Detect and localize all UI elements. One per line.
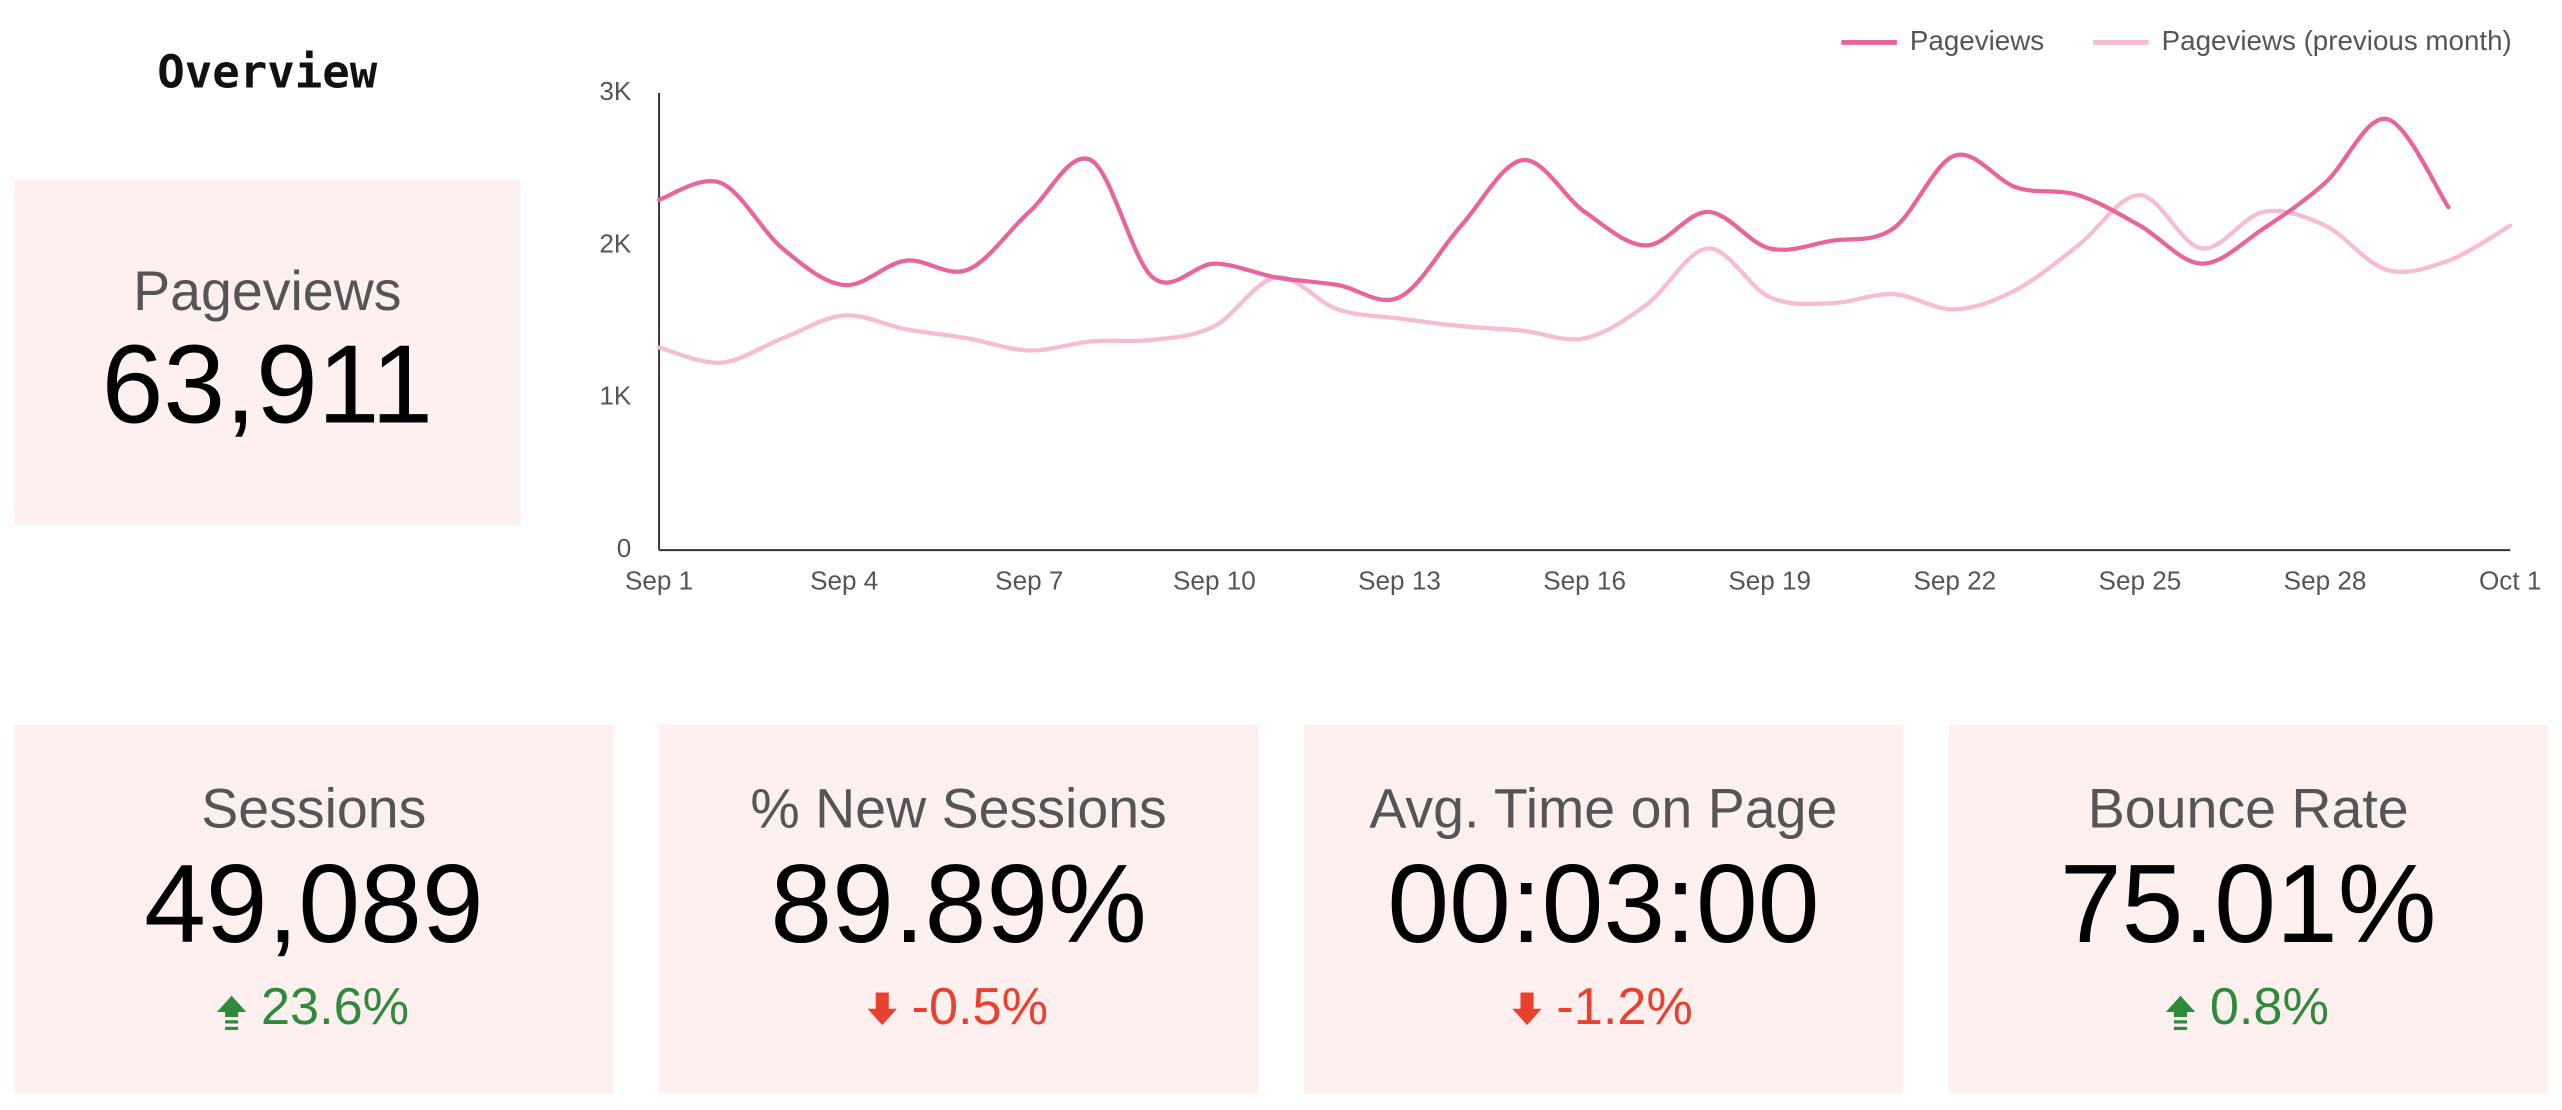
scorecard-label: Pageviews (133, 260, 401, 322)
x-tick-label: Sep 7 (995, 566, 1063, 596)
x-tick-label: Sep 28 (2284, 566, 2367, 596)
x-tick-label: Oct 1 (2479, 566, 2541, 596)
x-tick-label: Sep 22 (1913, 566, 1996, 596)
scorecard-box (659, 724, 1259, 1094)
scorecard-box (1303, 724, 1903, 1094)
y-tick-label: 3K (599, 76, 632, 106)
scorecard-value: 75.01% (2060, 842, 2436, 966)
arrow-up-icon (2165, 995, 2196, 1031)
scorecard-value: 49,089 (144, 842, 484, 966)
x-tick-label: Sep 1 (625, 566, 693, 596)
scorecard-box (1948, 724, 2548, 1094)
scorecard-value: 63,911 (102, 323, 433, 447)
scorecard-value: 00:03:00 (1387, 842, 1819, 966)
x-tick-label: Sep 19 (1728, 566, 1811, 596)
y-tick-label: 0 (617, 533, 632, 563)
scorecard-value: 89.89% (770, 842, 1146, 966)
scorecard-label: Avg. Time on Page (1369, 778, 1837, 840)
y-tick-label: 2K (599, 228, 632, 258)
x-tick-label: Sep 10 (1173, 566, 1256, 596)
scorecard-label: Sessions (201, 778, 426, 840)
legend-label: Pageviews (previous month) (2162, 25, 2512, 56)
x-tick-label: Sep 13 (1358, 566, 1441, 596)
scorecard-delta: 0.8% (2210, 978, 2329, 1036)
line-series (656, 192, 2513, 365)
line-series (656, 116, 2451, 303)
x-tick-label: Sep 4 (810, 566, 878, 596)
scorecard-delta: -0.5% (912, 978, 1048, 1036)
legend-label: Pageviews (1910, 25, 2044, 56)
scorecard-delta: -1.2% (1556, 978, 1692, 1036)
x-tick-label: Sep 25 (2099, 566, 2182, 596)
scorecard-label: % New Sessions (750, 778, 1166, 840)
scorecard-box (14, 724, 614, 1094)
y-tick-label: 1K (599, 381, 632, 411)
page-title: Overview (157, 46, 378, 99)
scorecard-box (14, 179, 521, 526)
scorecard-label: Bounce Rate (2088, 778, 2409, 840)
arrow-up-icon (216, 995, 247, 1031)
x-tick-label: Sep 16 (1543, 566, 1626, 596)
scorecard-delta: 23.6% (261, 978, 409, 1036)
